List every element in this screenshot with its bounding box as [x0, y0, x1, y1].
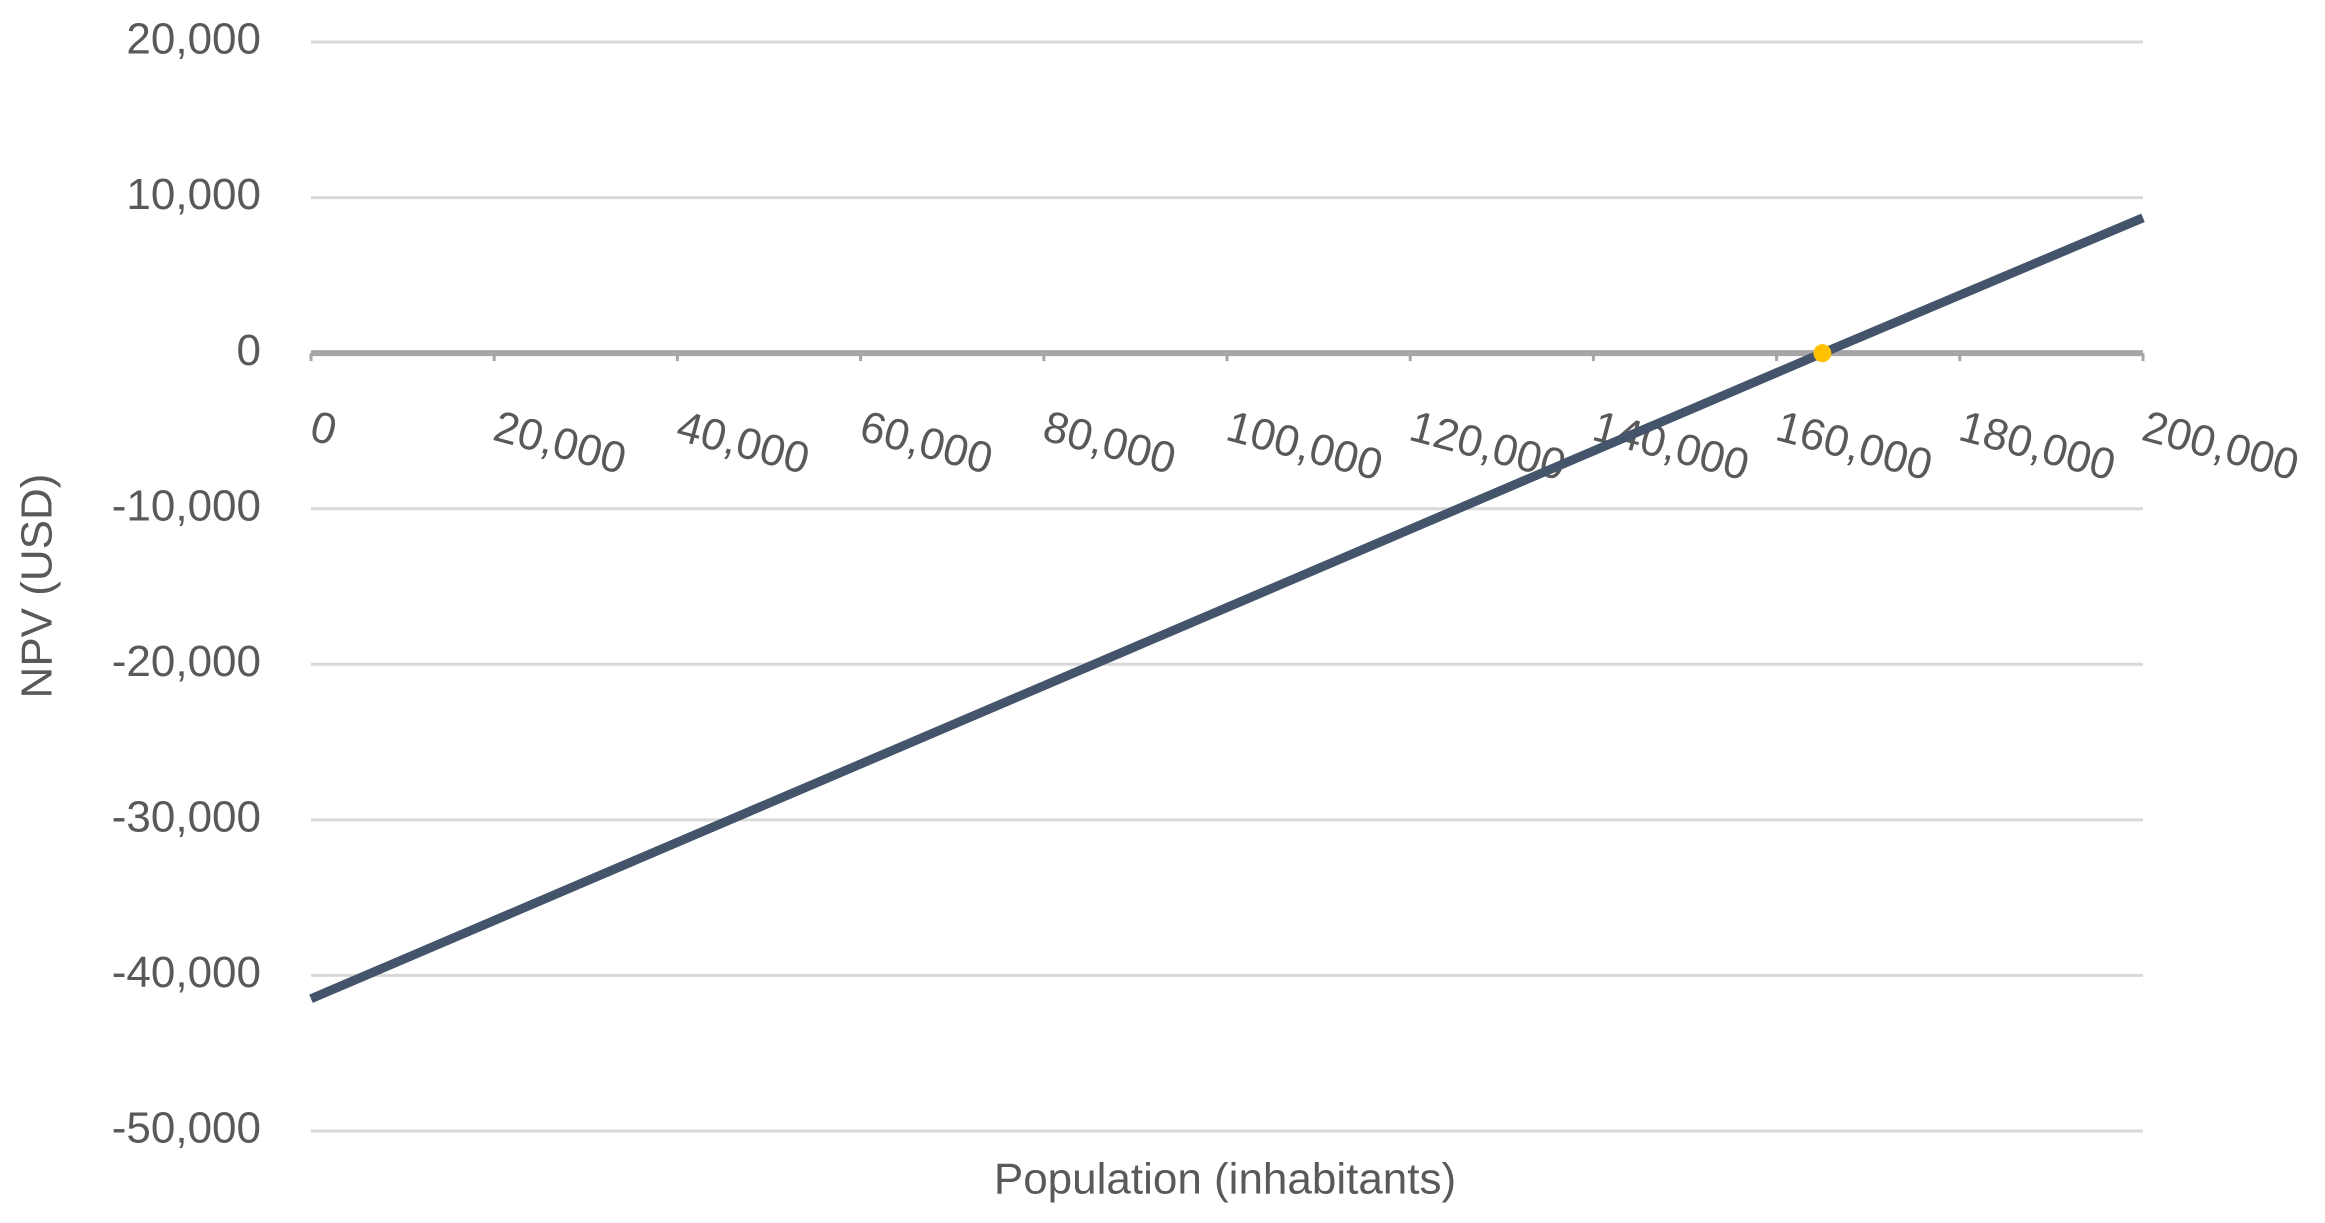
x-tick-label: 40,000	[672, 402, 815, 484]
x-axis-title: Population (inhabitants)	[994, 1155, 1456, 1204]
y-axis-title: NPV (USD)	[13, 474, 62, 699]
marker	[1813, 344, 1832, 363]
y-tick-label: -20,000	[112, 637, 261, 686]
x-tick-label: 60,000	[855, 402, 998, 484]
x-tick-label: 20,000	[489, 402, 632, 484]
y-tick-label: 20,000	[126, 15, 261, 64]
x-tick-label: 120,000	[1405, 402, 1571, 490]
x-tick-label: 200,000	[2137, 402, 2303, 490]
x-tick-label: 100,000	[1221, 402, 1387, 490]
x-tick-label: 160,000	[1771, 402, 1937, 490]
x-tick-label: 80,000	[1038, 402, 1181, 484]
x-tick-label: 0	[305, 402, 341, 456]
y-tick-label: 10,000	[126, 170, 261, 219]
y-tick-label: 0	[237, 326, 261, 375]
y-tick-label: -50,000	[112, 1104, 261, 1153]
y-tick-label: -30,000	[112, 792, 261, 841]
data-line	[309, 213, 2145, 1003]
x-tick-label: 180,000	[1954, 402, 2120, 490]
y-tick-label: -40,000	[112, 948, 261, 997]
y-tick-label: -10,000	[112, 481, 261, 530]
